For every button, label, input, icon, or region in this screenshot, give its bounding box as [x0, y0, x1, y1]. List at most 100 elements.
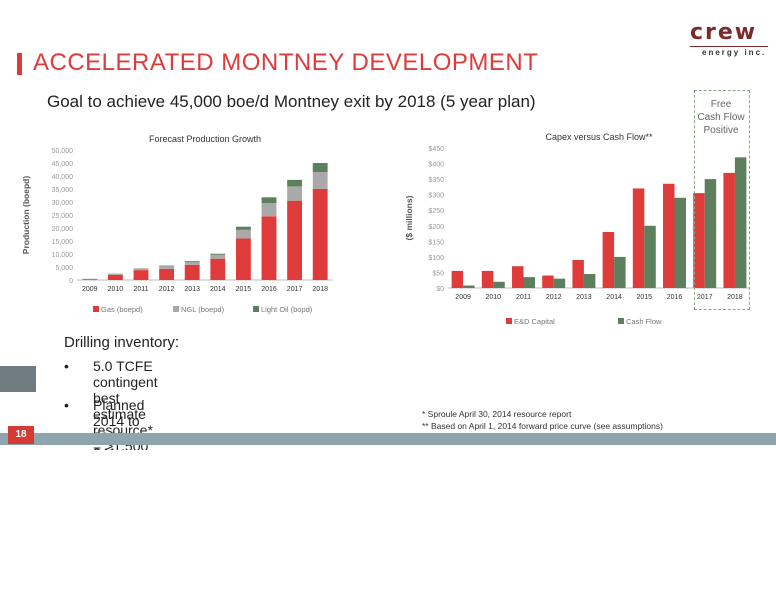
- y-tick-label: 40,000: [52, 174, 74, 181]
- bar: [512, 266, 524, 288]
- x-tick-label: 2015: [236, 286, 252, 293]
- bar: [644, 225, 656, 288]
- bar-segment: [159, 265, 175, 267]
- legend-label: Cash Flow: [626, 317, 662, 326]
- drilling-inventory-heading: Drilling inventory:: [64, 334, 180, 351]
- x-tick-label: 2018: [312, 286, 328, 293]
- bar: [493, 281, 505, 288]
- bar-segment: [287, 186, 303, 201]
- x-tick-label: 2014: [210, 286, 226, 293]
- bar: [614, 256, 626, 288]
- y-tick-label: $350: [428, 177, 444, 184]
- bar-segment: [261, 203, 277, 217]
- bar-segment: [235, 229, 251, 239]
- y-tick-label: $100: [428, 255, 444, 262]
- bullet-dot: •: [64, 358, 69, 374]
- bar-segment: [133, 268, 149, 271]
- bar-segment: [287, 200, 303, 280]
- bar: [632, 188, 645, 288]
- bar: [583, 274, 596, 288]
- legend-label: Gas (boepd): [101, 305, 143, 314]
- bar: [693, 193, 705, 288]
- bar: [572, 260, 584, 288]
- bar: [674, 197, 686, 288]
- y-tick-label: $300: [428, 193, 444, 200]
- y-tick-label: 15,000: [52, 239, 74, 246]
- footer-bar: [0, 433, 776, 445]
- bar-segment: [312, 172, 328, 189]
- y-tick-label: 5,000: [55, 265, 73, 272]
- bar-segment: [210, 258, 226, 280]
- y-tick-label: 25,000: [52, 213, 74, 220]
- x-tick-label: 2011: [516, 294, 531, 301]
- y-tick-label: $0: [436, 286, 444, 293]
- x-tick-label: 2009: [455, 294, 471, 301]
- footnote: ** Based on April 1, 2014 forward price …: [422, 421, 663, 431]
- bar-segment: [107, 274, 123, 275]
- y-tick-label: 50,000: [52, 148, 74, 155]
- bar-segment: [210, 254, 226, 259]
- free-cash-flow-box: [694, 90, 750, 310]
- logo-divider: [690, 46, 768, 47]
- x-tick-label: 2017: [697, 294, 713, 301]
- bar-segment: [159, 266, 175, 269]
- x-tick-label: 2010: [486, 294, 502, 301]
- bar: [602, 232, 615, 288]
- x-tick-label: 2012: [159, 286, 175, 293]
- free-cash-flow-label: Free Cash Flow Positive: [697, 99, 745, 136]
- bar-segment: [261, 197, 277, 204]
- legend-swatch: [173, 306, 179, 312]
- footnote: * Sproule April 30, 2014 resource report: [422, 409, 572, 419]
- x-tick-label: 2010: [108, 286, 124, 293]
- bar-segment: [261, 216, 277, 280]
- y-axis-label: ($ millions): [404, 195, 414, 240]
- bar: [734, 157, 747, 288]
- x-tick-label: 2013: [184, 286, 200, 293]
- bullet-dot: •: [64, 397, 69, 413]
- chart-title: Forecast Production Growth: [149, 134, 261, 144]
- y-tick-label: 0: [69, 278, 73, 285]
- y-tick-label: 30,000: [52, 200, 74, 207]
- legend-swatch: [618, 318, 624, 324]
- slide: ACCELERATED MONTNEY DEVELOPMENT Goal to …: [0, 20, 776, 450]
- bar: [463, 285, 475, 288]
- bar-segment: [184, 261, 200, 262]
- bar: [451, 270, 464, 288]
- bar-segment: [133, 270, 149, 280]
- x-tick-label: 2013: [576, 294, 592, 301]
- x-tick-label: 2017: [287, 286, 303, 293]
- y-tick-label: 10,000: [52, 252, 74, 259]
- slide-title: ACCELERATED MONTNEY DEVELOPMENT: [33, 49, 539, 76]
- bar-segment: [107, 274, 123, 280]
- logo-subtext: energy inc.: [702, 48, 767, 57]
- slide-subtitle: Goal to achieve 45,000 boe/d Montney exi…: [47, 92, 536, 111]
- capex-chart: Capex versus Cash Flow** ($ millions) $0 $5…: [404, 132, 750, 326]
- bar: [704, 179, 717, 288]
- crew-logo: crew energy inc.: [690, 20, 770, 62]
- bar-segment: [312, 189, 328, 280]
- x-tick-label: 2011: [133, 286, 148, 293]
- legend-swatch: [93, 306, 99, 312]
- legend-swatch: [253, 306, 259, 312]
- x-tick-label: 2012: [546, 294, 562, 301]
- y-tick-label: $250: [428, 208, 444, 215]
- legend-label: Light Oil (bopd): [261, 305, 313, 314]
- x-tick-label: 2016: [261, 286, 277, 293]
- bar-segment: [159, 268, 175, 280]
- bar-segment: [235, 238, 251, 280]
- y-axis-label: Production (boepd): [21, 176, 31, 255]
- page-number: 18: [8, 426, 34, 444]
- bar: [553, 278, 566, 288]
- title-accent-bar: [17, 53, 22, 75]
- y-tick-label: 45,000: [52, 161, 74, 168]
- legend-swatch: [506, 318, 512, 324]
- bar-segment: [184, 264, 200, 280]
- bar-segment: [82, 279, 98, 280]
- bar-segment: [184, 261, 200, 265]
- x-tick-label: 2016: [667, 294, 683, 301]
- bar-segment: [312, 163, 328, 173]
- y-tick-label: $200: [428, 224, 444, 231]
- logo-text: crew: [690, 20, 758, 45]
- bar-segment: [210, 253, 226, 255]
- side-tab: [0, 366, 36, 392]
